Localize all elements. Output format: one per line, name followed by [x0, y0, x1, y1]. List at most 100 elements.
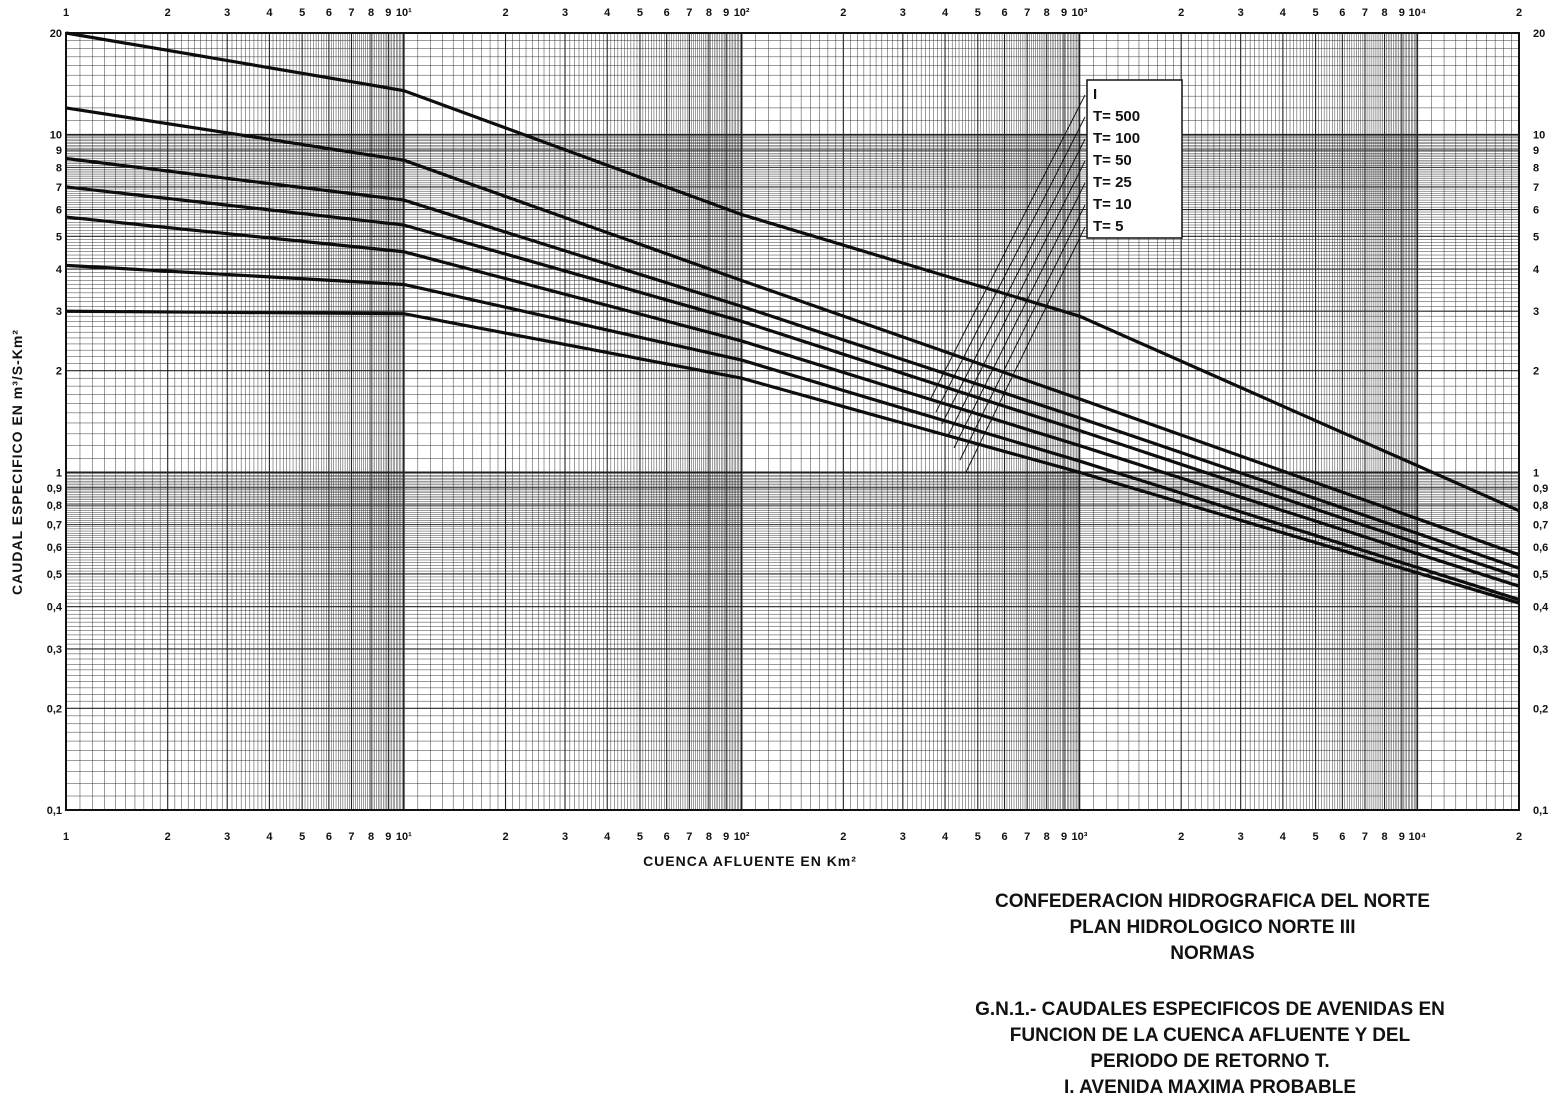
caption-fig-line-3: PERIODO DE RETORNO T.	[1090, 1051, 1330, 1072]
y-tick-label-right: 9	[1533, 145, 1539, 157]
y-tick-label: 0,3	[47, 644, 62, 656]
y-tick-label-right: 0,7	[1533, 520, 1548, 532]
y-tick-label: 0,4	[47, 602, 63, 614]
x-tick-label: 2	[1516, 831, 1522, 843]
series-line-5	[65, 215, 1520, 588]
x-tick-label: 3	[900, 831, 906, 843]
caption-org-line-1: CONFEDERACION HIDROGRAFICA DEL NORTE	[995, 891, 1430, 912]
x-tick-label-top: 8	[706, 7, 712, 19]
x-tick-label-top: 7	[1024, 7, 1030, 19]
y-tick-label-right: 5	[1533, 231, 1539, 243]
caption-organization: CONFEDERACION HIDROGRAFICA DEL NORTE PLA…	[880, 889, 1545, 967]
x-tick-label: 9	[723, 831, 729, 843]
x-tick-label: 10⁴	[1408, 831, 1426, 843]
x-tick-label: 9	[385, 831, 391, 843]
legend-entry: T= 25	[1093, 174, 1132, 191]
x-tick-label-top: 4	[604, 7, 611, 19]
x-tick-label-top: 3	[900, 7, 906, 19]
x-tick-label: 7	[1362, 831, 1368, 843]
y-tick-label: 2	[56, 366, 62, 378]
x-tick-label-top: 3	[562, 7, 568, 19]
x-tick-label: 9	[1061, 831, 1067, 843]
x-tick-label: 3	[224, 831, 230, 843]
grid-major	[65, 32, 1520, 811]
x-tick-label-top: 6	[1339, 7, 1345, 19]
x-tick-label: 10²	[734, 831, 750, 843]
caption-fig-line-2: FUNCION DE LA CUENCA AFLUENTE Y DEL	[1009, 1025, 1411, 1046]
y-tick-label-right: 0,9	[1533, 483, 1548, 495]
x-tick-label-top: 9	[1061, 7, 1067, 19]
x-tick-label: 9	[1399, 831, 1405, 843]
caption-fig-line-4: I. AVENIDA MAXIMA PROBABLE	[1063, 1077, 1357, 1098]
x-tick-label: 2	[840, 831, 846, 843]
x-tick-label: 4	[604, 831, 611, 843]
x-tick-label-top: 2	[1516, 7, 1522, 19]
y-tick-label: 10	[50, 130, 62, 142]
y-tick-label: 0,5	[47, 569, 62, 581]
legend-connector	[929, 94, 1086, 401]
x-tick-label-top: 6	[1001, 7, 1007, 19]
plot-frame	[65, 32, 1520, 811]
x-tick-labels-bottom: 1 2 3 4 5 6 7 8 9 10¹ 2 3 4 5 6 7 8 9 10² 2 3 4 5 6 7 8 9 10³ 2 3 4 5 6 7…	[63, 831, 1522, 843]
x-tick-label: 7	[1024, 831, 1030, 843]
y-tick-label: 20	[50, 28, 62, 40]
x-tick-label-top: 7	[1362, 7, 1368, 19]
x-tick-label-top: 9	[723, 7, 729, 19]
x-tick-label: 8	[1044, 831, 1050, 843]
y-tick-label: 0,2	[47, 703, 62, 715]
x-tick-label-top: 4	[1280, 7, 1287, 19]
legend-connector	[953, 182, 1086, 449]
caption-figure: G.N.1.- CAUDALES ESPECIFICOS DE AVENIDAS…	[860, 997, 1559, 1101]
x-tick-label-top: 8	[368, 7, 374, 19]
y-tick-label-right: 20	[1533, 28, 1545, 40]
x-tick-label-top: 9	[1399, 7, 1405, 19]
x-tick-label-top: 2	[165, 7, 171, 19]
x-tick-label: 6	[664, 831, 670, 843]
y-tick-label-right: 2	[1533, 366, 1539, 378]
legend-connector	[947, 160, 1086, 437]
y-tick-label: 0,9	[47, 483, 62, 495]
x-tick-label-top: 10²	[734, 7, 750, 19]
x-tick-label: 2	[165, 831, 171, 843]
y-tick-label: 7	[56, 182, 62, 194]
x-tick-label-top: 10³	[1072, 7, 1088, 19]
x-tick-label-top: 8	[1382, 7, 1388, 19]
x-tick-label: 10¹	[396, 831, 412, 843]
x-tick-label: 6	[1001, 831, 1007, 843]
x-tick-label: 8	[1382, 831, 1388, 843]
x-tick-label: 5	[975, 831, 981, 843]
y-tick-label-right: 7	[1533, 182, 1539, 194]
x-tick-label-top: 5	[975, 7, 981, 19]
series-line-1	[65, 31, 1520, 513]
x-tick-label: 4	[942, 831, 949, 843]
y-tick-label: 0,7	[47, 520, 62, 532]
legend-entry: I	[1093, 86, 1097, 103]
x-tick-label-top: 8	[1044, 7, 1050, 19]
x-tick-label: 3	[1238, 831, 1244, 843]
x-tick-label-top: 10⁴	[1408, 7, 1426, 19]
legend: I T= 500 T= 100 T= 50 T= 25 T= 10 T= 5	[1086, 79, 1183, 239]
x-tick-label-top: 1	[63, 7, 69, 19]
y-tick-label: 9	[56, 145, 62, 157]
x-tick-labels-top: 1 2 3 4 5 6 7 8 9 10¹ 2 3 4 5 6 7 8 9 10² 2 3 4 5 6 7 8 9 10³ 2 3 4 5 6 7…	[63, 7, 1522, 19]
x-tick-label-top: 7	[348, 7, 354, 19]
x-tick-label: 4	[1280, 831, 1287, 843]
series-lines	[65, 31, 1520, 605]
y-tick-label: 3	[56, 306, 62, 318]
x-tick-label: 5	[299, 831, 305, 843]
y-tick-labels-right: 20 10 9 8 7 6 5 4 3 2 1 0,9 0,8 0,7 0,6 0,5 0,4 0,3 0,2 0,1	[1533, 28, 1549, 817]
y-tick-label: 1	[56, 467, 62, 479]
x-tick-label: 5	[1313, 831, 1319, 843]
caption-fig-line-1: G.N.1.- CAUDALES ESPECIFICOS DE AVENIDAS…	[975, 999, 1445, 1020]
y-tick-label: 0,6	[47, 542, 62, 554]
legend-entry: T= 5	[1093, 218, 1123, 235]
x-tick-label: 2	[502, 831, 508, 843]
x-tick-label: 6	[1339, 831, 1345, 843]
y-tick-label-right: 0,4	[1533, 602, 1549, 614]
caption-org-line-2: PLAN HIDROLOGICO NORTE III	[1069, 917, 1356, 938]
legend-connector-lines	[929, 94, 1086, 473]
y-tick-label-right: 3	[1533, 306, 1539, 318]
x-tick-label: 8	[706, 831, 712, 843]
series-line-7	[65, 309, 1520, 605]
